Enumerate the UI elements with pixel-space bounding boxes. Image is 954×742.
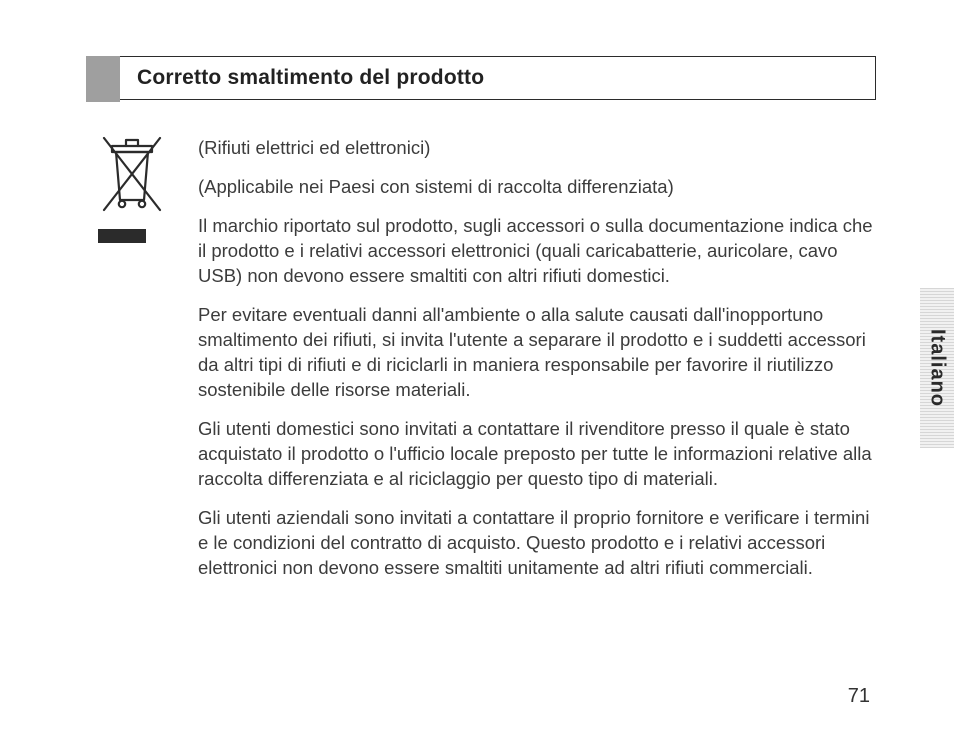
language-tab: Italiano — [920, 288, 954, 448]
page: Corretto smaltimento del prodotto (Rifiu… — [0, 0, 954, 742]
paragraph: Gli utenti aziendali sono invitati a con… — [198, 506, 878, 581]
section-heading-box: Corretto smaltimento del prodotto — [86, 56, 876, 100]
paragraph: Per evitare eventuali danni all'ambiente… — [198, 303, 878, 403]
icon-column — [98, 130, 168, 243]
paragraph: Gli utenti domestici sono invitati a con… — [198, 417, 878, 492]
body-text: (Rifiuti elettrici ed elettronici) (Appl… — [198, 136, 878, 595]
weee-underscore-bar — [98, 229, 146, 243]
section-heading: Corretto smaltimento del prodotto — [137, 66, 484, 90]
page-number: 71 — [848, 685, 870, 708]
weee-bin-icon — [98, 130, 166, 216]
paragraph: (Applicabile nei Paesi con sistemi di ra… — [198, 175, 878, 200]
heading-accent-square — [86, 56, 120, 102]
language-tab-label: Italiano — [926, 329, 949, 407]
paragraph: Il marchio riportato sul prodotto, sugli… — [198, 214, 878, 289]
paragraph: (Rifiuti elettrici ed elettronici) — [198, 136, 878, 161]
